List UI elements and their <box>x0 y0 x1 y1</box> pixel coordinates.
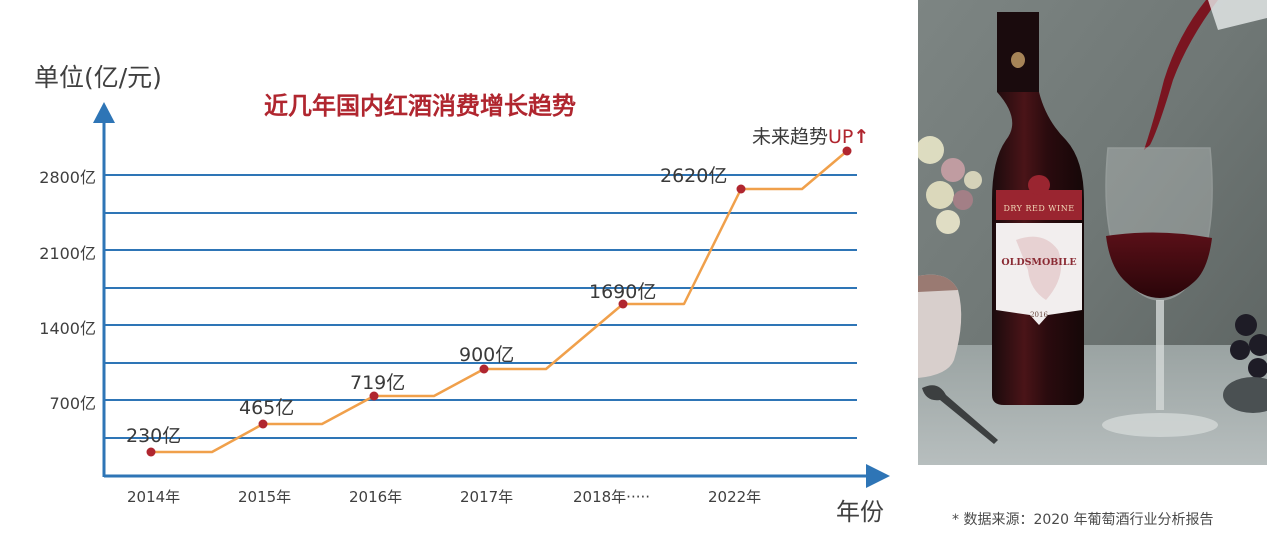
data-label: 230亿 <box>126 425 182 447</box>
chart-title: 近几年国内红酒消费增长趋势 <box>264 92 576 120</box>
data-label: 465亿 <box>239 397 295 419</box>
gridlines <box>104 174 857 439</box>
y-axis-unit-label: 单位(亿/元) <box>34 63 162 92</box>
data-point-2022 <box>736 184 746 194</box>
data-point-2014 <box>146 447 156 457</box>
y-tick-label: 1400亿 <box>39 319 96 338</box>
wine-illustration: DRY RED WINE OLDSMOBILE 2016 <box>918 0 1267 465</box>
x-tick-label: 2015年 <box>238 488 292 506</box>
x-tick-label: 2014年 <box>127 488 181 506</box>
x-tick-label: 2016年 <box>349 488 403 506</box>
data-points <box>146 146 852 457</box>
data-label: 1690亿 <box>589 281 657 303</box>
data-point-2018 <box>618 299 628 309</box>
data-point-2015 <box>258 419 268 429</box>
x-axis <box>104 464 890 488</box>
y-axis <box>93 102 115 477</box>
vase <box>918 274 962 378</box>
data-point-2017 <box>479 364 489 374</box>
data-label: 2620亿 <box>660 165 728 187</box>
y-axis-arrow-icon <box>93 102 115 123</box>
x-tick-label: 2017年 <box>460 488 514 506</box>
y-tick-label: 2800亿 <box>39 168 96 187</box>
data-point-2016 <box>369 391 379 401</box>
wine-pour-stream <box>1144 0 1218 150</box>
data-label: 900亿 <box>459 344 515 366</box>
x-axis-arrow-icon <box>866 464 890 488</box>
up-arrow-icon: ↑ <box>853 126 870 148</box>
bottle-vintage-text: 2016 <box>1030 311 1048 319</box>
data-point-future <box>842 146 852 156</box>
bottle-brand-text: OLDSMOBILE <box>1001 257 1076 268</box>
chart-plot-area <box>93 102 890 488</box>
x-tick-label: 2018年····· <box>573 488 651 506</box>
flowers <box>918 136 982 234</box>
spoon <box>922 385 998 444</box>
x-axis-label: 年份 <box>836 498 884 526</box>
future-trend-up: UP <box>828 126 854 148</box>
future-trend-annotation: 未来趋势UP↑ <box>752 122 869 149</box>
x-tick-label: 2022年 <box>708 488 762 506</box>
y-tick-label: 700亿 <box>49 394 96 413</box>
data-label: 719亿 <box>350 372 406 394</box>
data-source-note: * 数据来源：2020 年葡萄酒行业分析报告 <box>952 512 1214 528</box>
grapes <box>1230 314 1267 378</box>
bottle-band-text: DRY RED WINE <box>1003 204 1074 213</box>
future-trend-text: 未来趋势 <box>752 126 829 148</box>
y-tick-label: 2100亿 <box>39 244 96 263</box>
wine-photo: DRY RED WINE OLDSMOBILE 2016 <box>918 0 1267 465</box>
